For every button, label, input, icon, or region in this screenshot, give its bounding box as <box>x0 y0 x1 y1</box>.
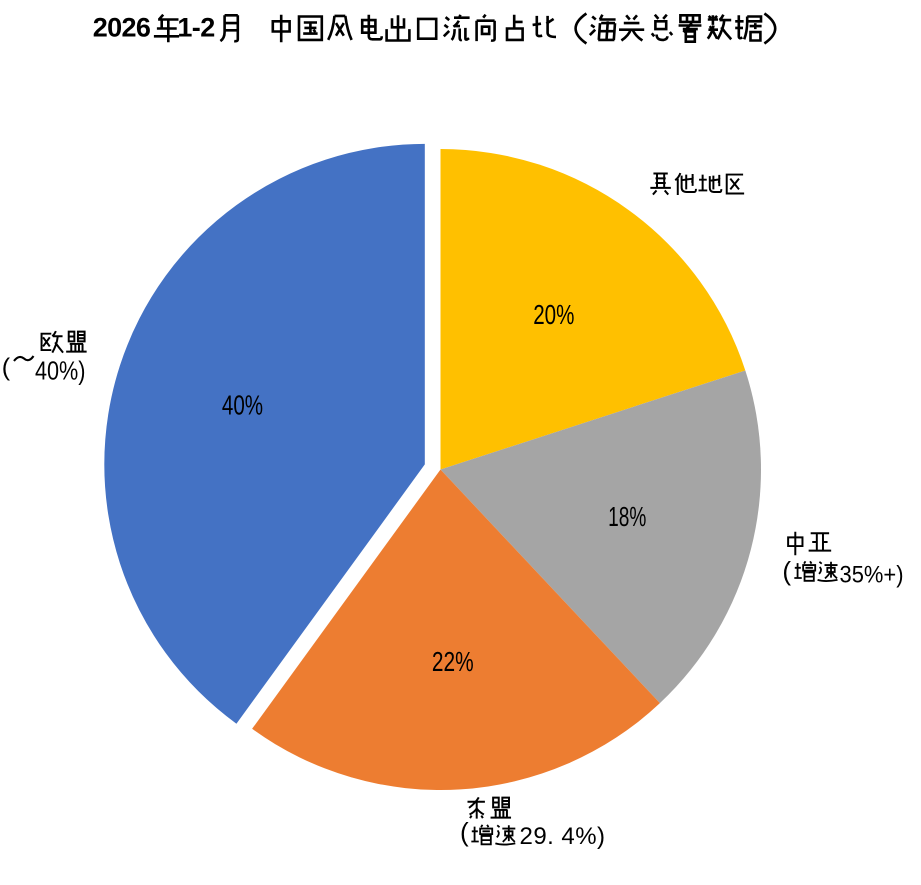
svg-text:(: ( <box>460 817 469 847</box>
svg-text:40%: 40% <box>222 389 263 420</box>
svg-text:29. 4%): 29. 4%) <box>520 823 606 850</box>
svg-text:18%: 18% <box>608 501 646 532</box>
svg-text:(: ( <box>782 556 791 586</box>
svg-text:40%): 40%) <box>35 356 86 386</box>
svg-text:2026: 2026 <box>93 12 151 42</box>
svg-text:(: ( <box>2 354 11 382</box>
svg-text:20%: 20% <box>533 299 574 330</box>
svg-text:1-2: 1-2 <box>177 12 214 42</box>
svg-text:35%+): 35%+) <box>840 561 904 588</box>
svg-text:22%: 22% <box>432 646 474 677</box>
